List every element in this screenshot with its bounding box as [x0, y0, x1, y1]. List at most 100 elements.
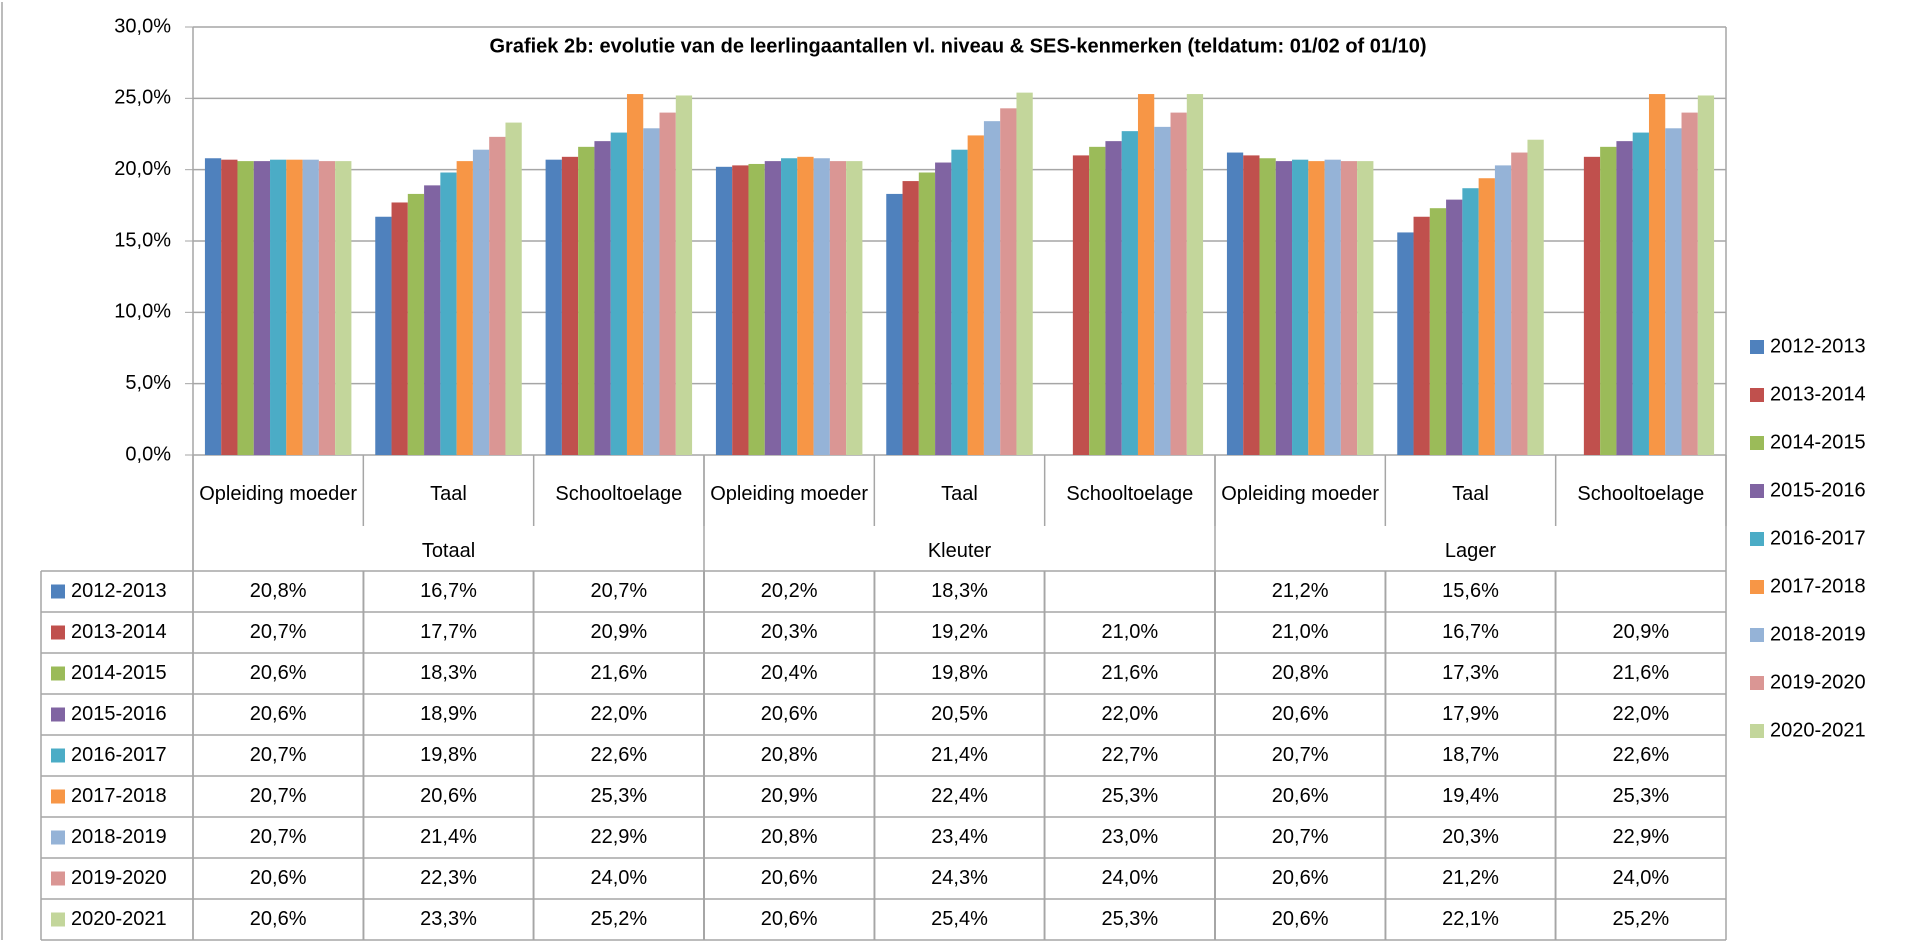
- bar: [594, 141, 611, 455]
- data-label: 20,3%: [1442, 826, 1499, 848]
- data-label: 25,3%: [590, 785, 647, 807]
- bar: [1259, 158, 1276, 455]
- data-label: 20,7%: [1272, 826, 1329, 848]
- data-label: 21,0%: [1101, 621, 1158, 643]
- x-tick-label: Taal: [430, 482, 467, 505]
- bar: [1154, 126, 1171, 455]
- bar: [918, 172, 936, 455]
- y-tick-label: 20,0%: [114, 158, 171, 180]
- data-label: 25,4%: [931, 908, 988, 930]
- bar: [1000, 108, 1017, 455]
- data-label: 20,6%: [250, 662, 307, 684]
- bar: [1105, 141, 1122, 455]
- bar: [1308, 161, 1325, 455]
- x-tick-label: Taal: [1452, 482, 1489, 505]
- x-tick-label: Schooltoelage: [1577, 482, 1705, 505]
- data-label: 20,6%: [1272, 908, 1329, 930]
- group-label: Totaal: [422, 540, 475, 562]
- data-label: 22,1%: [1442, 908, 1499, 930]
- bar: [983, 121, 1001, 455]
- legend-key: [1750, 436, 1764, 450]
- bar: [1600, 146, 1617, 455]
- table-key: [51, 748, 65, 763]
- bar: [610, 132, 627, 455]
- data-label: 19,2%: [931, 621, 988, 643]
- bar: [1511, 152, 1528, 455]
- bar: [935, 162, 952, 456]
- data-label: 18,9%: [420, 703, 477, 725]
- legend-label: 2018-2019: [1770, 623, 1866, 645]
- bar: [1697, 95, 1715, 455]
- data-label: 20,6%: [1272, 785, 1329, 807]
- bar: [675, 95, 693, 455]
- data-label: 20,8%: [250, 580, 307, 602]
- bar: [1137, 94, 1155, 455]
- data-label: 20,9%: [1612, 621, 1669, 643]
- bar: [1665, 128, 1682, 455]
- x-tick-label: Opleiding moeder: [199, 482, 358, 505]
- data-label: 21,4%: [931, 744, 988, 766]
- bar: [967, 135, 984, 455]
- data-label: 16,7%: [420, 580, 477, 602]
- bar: [424, 185, 441, 456]
- bar: [1494, 165, 1512, 456]
- data-label: 24,0%: [1612, 867, 1669, 889]
- data-label: 25,2%: [590, 908, 647, 930]
- data-label: 23,3%: [420, 908, 477, 930]
- data-label: 20,9%: [590, 621, 647, 643]
- data-label: 20,6%: [761, 703, 818, 725]
- bar: [545, 159, 562, 455]
- data-label: 20,6%: [1272, 867, 1329, 889]
- bar: [1527, 139, 1544, 455]
- bar: [472, 149, 490, 455]
- data-label: 18,3%: [420, 662, 477, 684]
- bar: [886, 193, 903, 456]
- table-row-label: 2018-2019: [71, 826, 167, 848]
- bar: [407, 193, 425, 456]
- data-label: 24,0%: [1101, 867, 1158, 889]
- legend-label: 2014-2015: [1770, 431, 1866, 453]
- data-label: 20,7%: [250, 785, 307, 807]
- bar: [237, 161, 254, 455]
- data-label: 20,6%: [1272, 703, 1329, 725]
- bar: [302, 159, 319, 455]
- data-label: 22,6%: [1612, 744, 1669, 766]
- data-label: 20,7%: [250, 744, 307, 766]
- bar: [1072, 155, 1090, 455]
- data-label: 19,8%: [931, 662, 988, 684]
- bar: [489, 136, 506, 455]
- bar: [1583, 156, 1601, 455]
- bar: [1275, 161, 1293, 455]
- bar: [829, 161, 847, 455]
- bar: [270, 159, 287, 455]
- data-label: 20,9%: [761, 785, 818, 807]
- chart-title: Grafiek 2b: evolutie van de leerlingaant…: [489, 35, 1426, 57]
- data-label: 17,7%: [420, 621, 477, 643]
- x-tick-label-box: Opleiding moeder: [199, 482, 358, 505]
- x-tick-label: Schooltoelage: [555, 482, 683, 505]
- legend-key: [1750, 484, 1764, 498]
- bar: [951, 149, 968, 455]
- data-label: 25,3%: [1101, 908, 1158, 930]
- bar: [318, 161, 336, 455]
- y-tick-label: 30,0%: [114, 15, 171, 37]
- legend-label: 2015-2016: [1770, 479, 1866, 501]
- data-label: 22,0%: [1101, 703, 1158, 725]
- bar: [1632, 132, 1649, 455]
- bar: [764, 161, 782, 455]
- data-label: 22,3%: [420, 867, 477, 889]
- table-key: [51, 830, 65, 845]
- table-key: [51, 789, 65, 804]
- data-label: 24,0%: [590, 867, 647, 889]
- bar: [505, 122, 522, 455]
- data-label: 21,6%: [1612, 662, 1669, 684]
- y-tick-label: 15,0%: [114, 229, 171, 251]
- data-label: 20,2%: [761, 580, 818, 602]
- x-tick-label-box: Opleiding moeder: [1221, 483, 1379, 505]
- data-label: 17,3%: [1442, 662, 1499, 684]
- data-label: 20,7%: [250, 621, 307, 643]
- data-label: 22,4%: [931, 785, 988, 807]
- data-label: 24,3%: [931, 867, 988, 889]
- data-label: 16,7%: [1442, 621, 1499, 643]
